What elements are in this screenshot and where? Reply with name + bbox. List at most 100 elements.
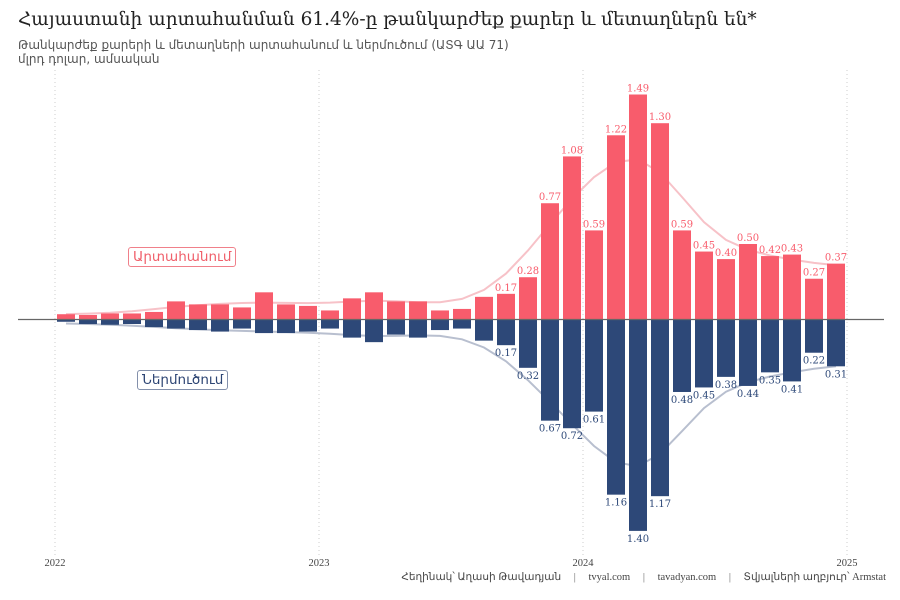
export-bar: [761, 256, 779, 320]
export-bar: [101, 313, 119, 320]
import-value-label: 0.61: [583, 415, 605, 426]
export-value-label: 0.42: [759, 245, 781, 256]
import-bar: [123, 319, 141, 325]
import-bar: [717, 319, 735, 377]
export-bar: [805, 278, 823, 320]
import-value-label: 0.32: [517, 371, 539, 382]
export-value-label: 0.59: [671, 219, 693, 230]
value-labels: 0.170.280.771.080.591.221.491.300.590.45…: [495, 84, 847, 545]
import-bar: [233, 319, 251, 329]
export-bar: [695, 251, 713, 320]
import-bar: [519, 319, 537, 368]
export-value-label: 0.17: [495, 283, 517, 294]
import-bar: [299, 319, 317, 332]
import-bar: [651, 319, 669, 497]
export-bar: [189, 304, 207, 320]
x-tick-label: 2024: [573, 558, 595, 569]
export-bar: [277, 304, 295, 320]
export-value-label: 0.77: [539, 192, 561, 203]
import-bar: [541, 319, 559, 421]
export-value-label: 1.30: [649, 112, 671, 123]
export-value-label: 0.37: [825, 253, 847, 264]
export-bar: [255, 292, 273, 320]
import-bar: [145, 319, 163, 328]
legend-export-label: Արտահանում: [128, 247, 237, 267]
export-bar: [563, 156, 581, 320]
import-bar: [629, 319, 647, 531]
import-bar: [431, 319, 449, 331]
caption-site-tvyal[interactable]: tvyal.com: [588, 572, 631, 583]
export-value-label: 0.43: [781, 244, 803, 255]
export-bar: [409, 301, 427, 320]
import-bar: [277, 319, 295, 334]
year-gridlines: [54, 70, 848, 556]
export-value-label: 0.28: [517, 266, 539, 277]
import-bar: [321, 319, 339, 329]
import-value-label: 0.17: [495, 348, 517, 359]
import-bar: [585, 319, 603, 412]
import-bar: [563, 319, 581, 429]
import-bar: [211, 319, 229, 332]
x-axis-ticks: 2022 2023 2024 2025: [45, 558, 858, 569]
import-bar: [739, 319, 757, 386]
export-value-label: 0.27: [803, 268, 825, 279]
import-bar: [387, 319, 405, 335]
caption-separator: |: [728, 572, 731, 583]
export-bar: [233, 307, 251, 320]
export-bar: [145, 311, 163, 320]
export-bar: [79, 314, 97, 320]
import-bar: [497, 319, 515, 346]
chart-title: Հայաստանի արտահանման 61.4%-ը թանկարժեք ք…: [18, 9, 757, 30]
export-value-label: 0.59: [583, 219, 605, 230]
export-bar: [629, 94, 647, 320]
x-tick-label: 2023: [309, 558, 330, 569]
export-bar: [123, 313, 141, 320]
x-tick-label: 2025: [837, 558, 858, 569]
export-bar: [497, 293, 515, 320]
caption-site-tavadyan[interactable]: tavadyan.com: [657, 572, 717, 583]
import-bar: [673, 319, 691, 392]
import-value-label: 0.72: [561, 431, 583, 442]
export-value-label: 0.50: [737, 233, 759, 244]
import-bar: [343, 319, 361, 338]
chart-subtitle: Թանկարժեք քարերի և մետաղների արտահանում …: [18, 38, 509, 52]
export-bar: [57, 314, 75, 320]
import-bar: [453, 319, 471, 329]
export-bar: [167, 301, 185, 320]
export-bar: [827, 263, 845, 320]
units-label: մլրդ դոլար, ամսական: [18, 52, 160, 66]
caption-source: Տվյալների աղբյուր՝ Armstat: [743, 572, 886, 583]
export-bar: [541, 203, 559, 320]
export-bar: [211, 304, 229, 320]
export-value-label: 1.22: [605, 124, 627, 135]
import-value-label: 0.22: [803, 356, 825, 367]
import-value-label: 0.35: [759, 375, 781, 386]
import-value-label: 0.31: [825, 369, 847, 380]
export-bar: [783, 254, 801, 320]
import-bar: [167, 319, 185, 329]
caption: Հեղինակ՝ Աղասի Թավադյան | tvyal.com | ta…: [401, 571, 886, 583]
export-bar: [651, 123, 669, 320]
export-value-label: 1.08: [561, 145, 583, 156]
export-bar: [585, 230, 603, 320]
export-bar: [717, 259, 735, 320]
import-bar: [255, 319, 273, 334]
import-bar: [57, 319, 75, 322]
export-bar: [321, 310, 339, 320]
caption-separator: |: [642, 572, 645, 583]
import-bar: [475, 319, 493, 341]
import-value-label: 1.17: [649, 499, 671, 510]
caption-author: Հեղինակ՝ Աղասի Թավադյան: [401, 572, 562, 583]
export-bar: [343, 298, 361, 320]
import-value-label: 0.45: [693, 390, 715, 401]
import-value-label: 0.38: [715, 380, 737, 391]
import-bar: [365, 319, 383, 343]
import-bar: [79, 319, 97, 325]
export-value-label: 0.45: [693, 241, 715, 252]
legend-import-label: Ներմուծում: [137, 370, 229, 390]
import-bar: [607, 319, 625, 495]
export-bar: [475, 296, 493, 320]
import-bars: [57, 319, 845, 531]
import-bar: [695, 319, 713, 388]
import-bar: [189, 319, 207, 331]
